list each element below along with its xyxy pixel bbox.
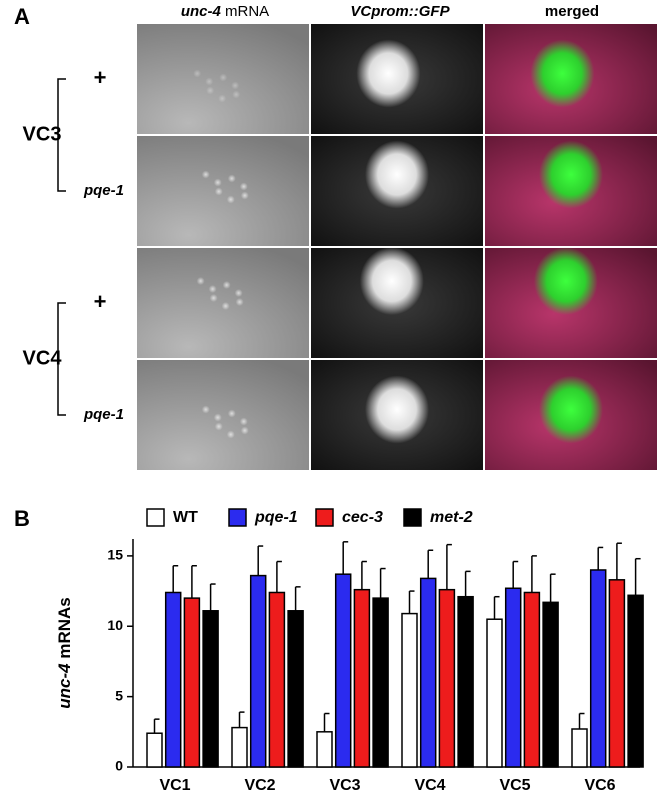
micrograph (137, 360, 309, 470)
signal-dot (239, 182, 248, 191)
signal-dot (221, 302, 230, 310)
cell-body (530, 39, 595, 108)
panel-label: A (14, 4, 30, 29)
signal-dot (214, 187, 223, 196)
x-tick-label: VC6 (584, 777, 615, 794)
signal-dot (226, 430, 235, 439)
x-tick-label: VC5 (499, 777, 530, 794)
signal-dot (234, 289, 243, 297)
signal-dot (193, 69, 202, 78)
signal-dot (226, 195, 235, 204)
y-axis-label: unc-4 mRNAs (55, 597, 74, 708)
signal-dot (206, 86, 215, 95)
signal-dot (214, 422, 223, 431)
legend-swatch (403, 508, 422, 527)
legend-label: met-2 (430, 509, 473, 526)
signal-dot (235, 298, 244, 306)
bar (146, 732, 163, 768)
bar (316, 731, 333, 768)
x-tick-label: VC1 (159, 777, 190, 794)
micrograph (137, 136, 309, 246)
x-tick-label: VC3 (329, 777, 360, 794)
y-tick-label: 5 (115, 687, 123, 703)
micrographs (137, 24, 657, 470)
bar (542, 601, 559, 768)
signal-dot (213, 178, 222, 187)
panel-label: B (14, 506, 30, 531)
bar (457, 595, 474, 768)
row-group-label: VC4 (23, 347, 63, 369)
cell-body (539, 375, 603, 444)
signal-dot (208, 285, 217, 293)
signal-dot (222, 281, 231, 289)
signal-dot (218, 94, 227, 103)
signal-dot (219, 73, 228, 82)
row-label: pqe-1 (83, 182, 124, 199)
bar (183, 597, 201, 768)
row-group-label: VC3 (23, 123, 62, 145)
bar (231, 726, 248, 768)
row-label: + (94, 289, 107, 314)
bar (438, 588, 456, 768)
bar (571, 728, 588, 768)
bar (627, 594, 644, 768)
signal-dot (201, 405, 210, 414)
signal-dot (232, 90, 241, 99)
bracket (57, 78, 66, 192)
bar (504, 587, 522, 768)
bar (372, 597, 389, 768)
signal-dot (231, 81, 240, 90)
x-tick-label: VC4 (414, 777, 445, 794)
signal-dot (205, 77, 214, 86)
bracket (57, 302, 66, 416)
bar (353, 588, 371, 768)
signal-dot (239, 417, 248, 426)
cell-body (359, 247, 424, 315)
column-header: unc-4 mRNA (181, 3, 269, 20)
column-header: VCprom::GFP (350, 3, 450, 20)
bar (486, 618, 503, 768)
cell-body (365, 375, 429, 444)
signal-dot (201, 170, 210, 179)
bar (202, 610, 219, 768)
legend-label: pqe-1 (254, 509, 298, 526)
legend-swatch (228, 508, 247, 527)
bar (268, 591, 286, 768)
bar (287, 610, 304, 768)
signal-dot (209, 294, 218, 302)
legend-swatch (315, 508, 334, 527)
row-label: pqe-1 (83, 406, 124, 423)
legend-label: cec-3 (342, 509, 383, 526)
bar (608, 579, 626, 768)
signal-dot (240, 426, 249, 435)
signal-dot (240, 191, 249, 200)
bar (164, 591, 182, 768)
signal-dot (227, 409, 236, 418)
legend-label: WT (173, 509, 198, 526)
cell-body (356, 39, 421, 108)
legend-swatch (146, 508, 165, 527)
y-tick-label: 10 (107, 617, 123, 633)
signal-dot (213, 413, 222, 422)
bar (401, 612, 418, 768)
bar (334, 573, 352, 768)
bar (523, 591, 541, 768)
bar (419, 577, 437, 768)
bar (589, 569, 607, 768)
cell-body (539, 140, 603, 209)
column-header: merged (545, 3, 599, 20)
bar (249, 574, 267, 768)
signal-dot (196, 277, 205, 285)
cell-body (365, 140, 429, 209)
y-tick-label: 0 (115, 758, 123, 774)
cell-body (533, 247, 598, 315)
x-tick-label: VC2 (244, 777, 275, 794)
row-label: + (94, 65, 107, 90)
signal-dot (227, 174, 236, 183)
y-tick-label: 15 (107, 547, 123, 563)
